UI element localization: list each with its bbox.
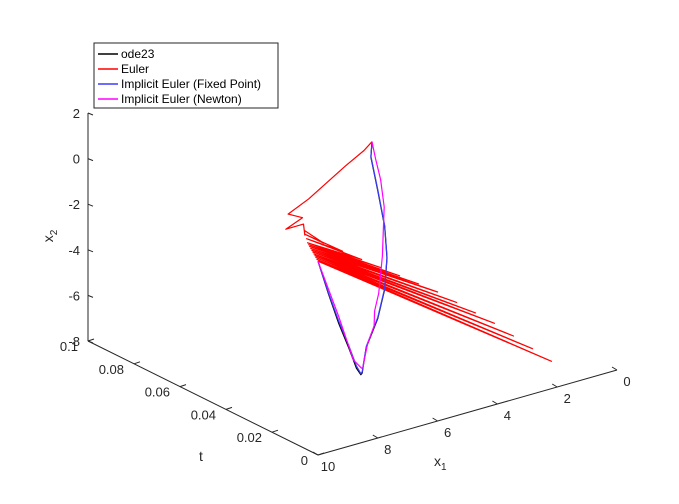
x1-tick-4 (372, 434, 379, 439)
x1-tick-2 (492, 400, 498, 405)
t-tick-1 (271, 429, 279, 433)
t-tick-label-4: 0.08 (99, 362, 124, 377)
t-tick-5 (87, 338, 95, 342)
x1-tick-label-2: 4 (504, 408, 511, 423)
x1-tick-3 (432, 417, 438, 422)
x1-tick-label-1: 2 (564, 391, 571, 406)
z-tick-1 (87, 294, 94, 298)
series-line-euler (285, 141, 553, 362)
z-tick-4 (87, 158, 94, 162)
t-tick-label-2: 0.04 (191, 407, 216, 422)
z-tick-0 (87, 340, 94, 344)
t-tick-label-5: 0.1 (60, 339, 78, 354)
x1-axis-line (317, 369, 618, 456)
x1-tick-label-4: 8 (384, 442, 391, 457)
legend-entry-3: Implicit Euler (Newton) (121, 92, 242, 106)
z-tick-2 (87, 249, 94, 253)
x1-tick-0 (611, 366, 618, 371)
t-tick-3 (179, 384, 187, 388)
legend-entry-1: Euler (121, 62, 149, 76)
z-tick-label-0: -8 (68, 334, 80, 349)
z-tick-label-2: -4 (68, 243, 80, 258)
x1-tick-label-0: 0 (623, 374, 630, 389)
x1-axis-label-subscript: 1 (441, 462, 447, 473)
t-tick-2 (225, 406, 233, 410)
z-tick-label-1: -6 (68, 288, 80, 303)
t-axis-label: t (199, 448, 203, 464)
x2-axis-label: x2 (40, 229, 60, 242)
series-line-implicit-euler-newton (317, 141, 385, 369)
x1-tick-label-5: 10 (321, 459, 335, 474)
t-tick-label-3: 0.06 (145, 385, 170, 400)
x2-axis-label-subscript: 2 (49, 229, 60, 235)
legend-entry-2: Implicit Euler (Fixed Point) (121, 77, 261, 91)
z-tick-3 (87, 203, 94, 207)
t-tick-0 (317, 452, 325, 456)
z-tick-5 (87, 112, 94, 116)
t-axis-line (87, 340, 319, 456)
x1-tick-label-3: 6 (444, 425, 451, 440)
legend-box (93, 42, 279, 109)
ticks: -8 -6 -4 -2 0 2 0 0.02 0.04 0.06 0.08 0.1 0 2 4 6 8 10 (60, 106, 631, 474)
z-tick-label-5: 2 (73, 106, 80, 121)
t-tick-4 (133, 361, 141, 365)
t-tick-label-0: 0 (301, 453, 308, 468)
x1-tick-5 (312, 451, 319, 456)
axes (87, 113, 618, 456)
x1-axis-label: x1 (434, 453, 447, 473)
t-tick-label-1: 0.02 (237, 430, 262, 445)
series (285, 141, 553, 376)
z-tick-label-4: 0 (73, 152, 80, 167)
legend-entry-0: ode23 (121, 47, 155, 61)
z-tick-label-3: -2 (68, 197, 80, 212)
x1-tick-1 (551, 383, 558, 388)
